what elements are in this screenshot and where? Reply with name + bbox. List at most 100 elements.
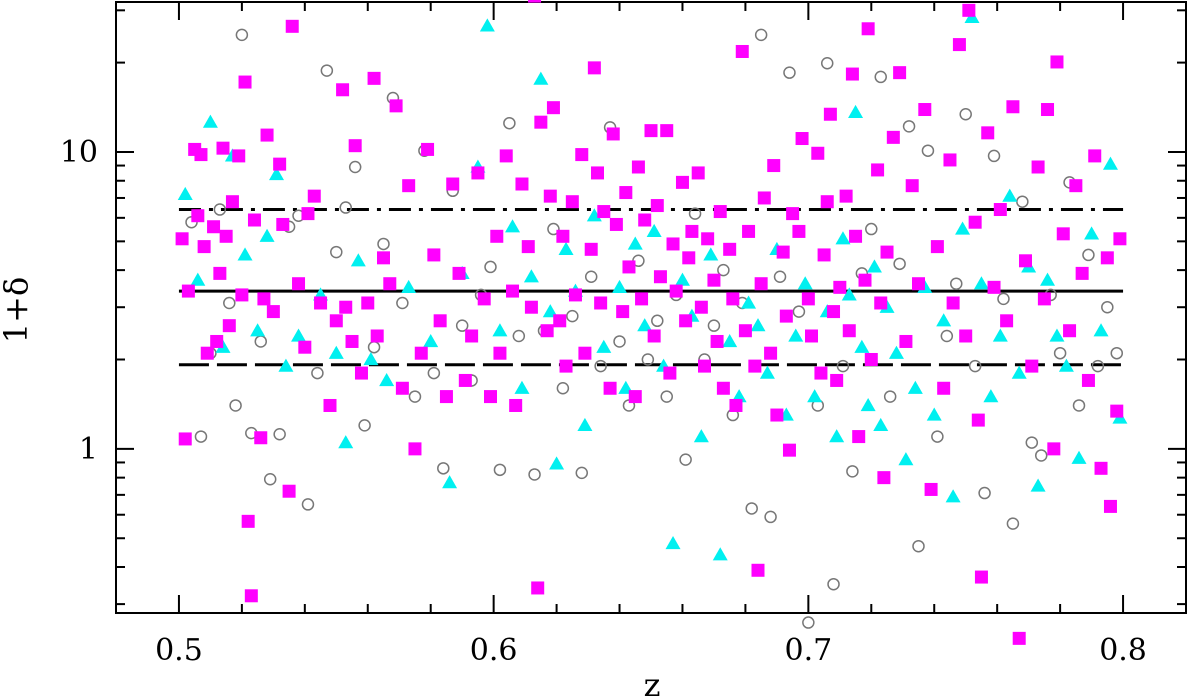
data-point-triangle <box>338 435 354 449</box>
data-point-square <box>801 292 815 306</box>
data-point-circle <box>874 70 887 84</box>
data-point-triangle <box>866 259 882 273</box>
data-point-square <box>660 124 674 138</box>
data-point-square <box>493 346 507 360</box>
data-point-square <box>377 251 390 265</box>
data-point-circle <box>1101 300 1114 314</box>
data-point-triangle <box>492 323 508 337</box>
data-point-circle <box>883 390 897 403</box>
data-point-square <box>222 319 236 333</box>
data-point-circle <box>377 237 390 251</box>
data-point-square <box>974 570 988 584</box>
data-point-square <box>597 205 611 219</box>
data-point-circle <box>223 296 236 310</box>
data-point-circle <box>978 486 991 500</box>
data-point-square <box>521 240 535 254</box>
data-point-square <box>591 166 604 180</box>
data-point-square <box>820 195 834 209</box>
data-point-square <box>830 373 844 387</box>
data-point-circle <box>773 270 787 283</box>
data-point-square <box>742 224 756 238</box>
data-point-square <box>238 75 252 89</box>
data-point-circle <box>902 120 916 133</box>
data-point-square <box>842 324 856 338</box>
data-point-triangle <box>973 276 989 290</box>
data-point-square <box>1056 227 1070 241</box>
data-point-square <box>490 229 504 243</box>
data-point-circle <box>641 353 655 366</box>
data-point-square <box>748 359 762 373</box>
data-point-square <box>197 240 211 254</box>
data-point-square <box>647 329 661 343</box>
data-point-triangle <box>202 114 218 128</box>
data-point-triangle <box>759 365 775 379</box>
data-point-circle <box>547 222 560 236</box>
data-point-triangle <box>350 253 366 267</box>
data-point-square <box>200 346 214 360</box>
data-point-square <box>679 314 693 328</box>
data-point-triangle <box>627 236 643 250</box>
data-point-circle <box>1082 248 1095 262</box>
data-point-square <box>606 127 620 141</box>
data-point-circle <box>213 203 227 216</box>
data-point-square <box>924 482 938 496</box>
data-point-square <box>669 284 683 298</box>
data-point-square <box>1012 631 1026 645</box>
data-point-circle <box>997 292 1010 306</box>
data-point-circle <box>783 66 796 79</box>
data-point-square <box>1019 254 1032 268</box>
data-point-triangle <box>190 272 206 286</box>
data-point-square <box>880 245 894 259</box>
data-point-square <box>389 99 403 113</box>
data-point-circle <box>484 260 497 274</box>
data-point-square <box>644 124 658 138</box>
data-point-circle <box>987 149 1001 163</box>
data-point-triangle <box>788 328 804 342</box>
data-point-square <box>276 217 290 231</box>
data-point-triangle <box>860 397 876 412</box>
data-point-square <box>852 430 866 444</box>
tick-labels: 0.5 0.6 0.7 0.8 1 10 <box>60 135 1147 668</box>
data-point-square <box>273 157 287 171</box>
data-point-circle <box>528 468 541 481</box>
x-tick-label: 0.8 <box>1099 633 1147 668</box>
data-point-square <box>524 300 538 314</box>
data-point-circle <box>754 28 768 42</box>
data-point-square <box>370 329 384 343</box>
data-point-circle <box>827 577 840 591</box>
data-point-square <box>795 132 809 146</box>
data-point-square <box>553 314 567 328</box>
data-point-square <box>528 0 542 3</box>
data-point-square <box>723 242 737 256</box>
data-point-square <box>782 443 796 457</box>
data-point-triangle <box>505 219 521 233</box>
data-point-square <box>707 273 721 287</box>
data-point-triangle <box>703 247 719 261</box>
data-point-square <box>754 277 768 291</box>
data-point-square <box>930 240 944 254</box>
data-point-square <box>814 366 828 380</box>
data-point-square <box>663 366 677 380</box>
data-point-circle <box>792 305 806 318</box>
data-point-circle <box>707 319 721 332</box>
data-point-square <box>757 191 771 205</box>
data-point-square <box>339 300 353 314</box>
data-point-circle <box>931 430 944 443</box>
data-point-triangle <box>848 104 864 118</box>
data-point-circle <box>1034 449 1048 462</box>
data-point-triangle <box>549 456 565 470</box>
data-point-square <box>546 101 560 115</box>
data-point-square <box>181 284 195 298</box>
data-point-circle <box>339 201 352 214</box>
data-point-circle <box>745 502 758 515</box>
data-point-square <box>638 213 652 227</box>
data-point-square <box>1110 404 1124 418</box>
data-point-triangle <box>797 276 813 290</box>
data-marks <box>175 0 1128 645</box>
data-point-square <box>354 366 368 380</box>
data-point-triangle <box>612 279 628 293</box>
data-point-square <box>622 260 636 274</box>
data-point-triangle <box>1084 226 1100 240</box>
data-point-square <box>1063 324 1077 338</box>
